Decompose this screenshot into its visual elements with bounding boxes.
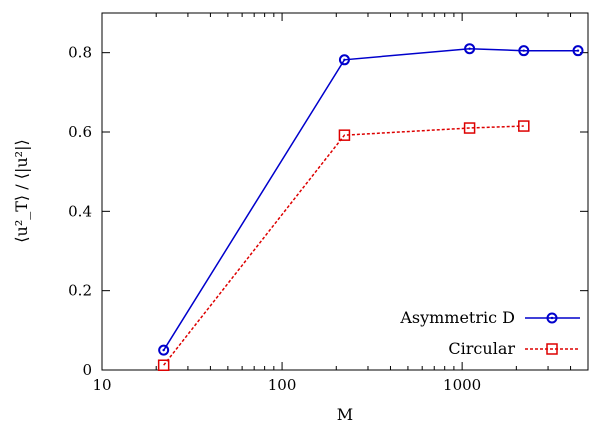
data-point-center <box>522 49 525 52</box>
data-point <box>338 54 350 66</box>
y-axis-title: ⟨u²_T⟩ / ⟨|u²|⟩ <box>12 139 31 242</box>
legend-marker-center <box>550 316 554 320</box>
data-point <box>518 120 530 132</box>
x-tick-label: 1000 <box>443 376 481 394</box>
data-point <box>464 43 476 55</box>
series-circular <box>157 120 530 371</box>
legend-marker <box>546 343 558 355</box>
legend-label: Asymmetric D <box>399 308 515 327</box>
data-point <box>158 344 170 356</box>
y-tick-label: 0.4 <box>68 202 92 220</box>
x-tick-label: 10 <box>92 376 111 394</box>
data-point <box>463 122 476 134</box>
data-point <box>518 45 530 57</box>
ticks-layer: 0 0.2 0.4 0.6 0.8 10 100 1000 <box>68 13 589 394</box>
data-point <box>157 359 170 371</box>
data-point <box>572 45 584 57</box>
series-layer <box>157 43 584 371</box>
legend: Asymmetric D Circular <box>399 308 580 358</box>
series-line <box>163 125 524 366</box>
y-tick-label: 0.6 <box>68 123 92 141</box>
series-line <box>163 47 578 351</box>
plot-frame <box>101 12 589 371</box>
x-tick-label: 100 <box>268 376 297 394</box>
x-axis-title: M <box>337 405 353 424</box>
data-point-center <box>576 49 580 52</box>
data-point-center <box>162 348 165 352</box>
data-point-center <box>468 47 471 50</box>
y-tick-label: 0 <box>82 361 92 379</box>
data-point <box>338 129 351 141</box>
y-tick-label: 0.2 <box>68 282 92 300</box>
data-point-center <box>343 58 346 62</box>
series-asymmetric-d <box>158 43 584 356</box>
legend-marker <box>546 312 558 324</box>
legend-label: Circular <box>448 339 515 358</box>
y-tick-label: 0.8 <box>68 44 92 62</box>
